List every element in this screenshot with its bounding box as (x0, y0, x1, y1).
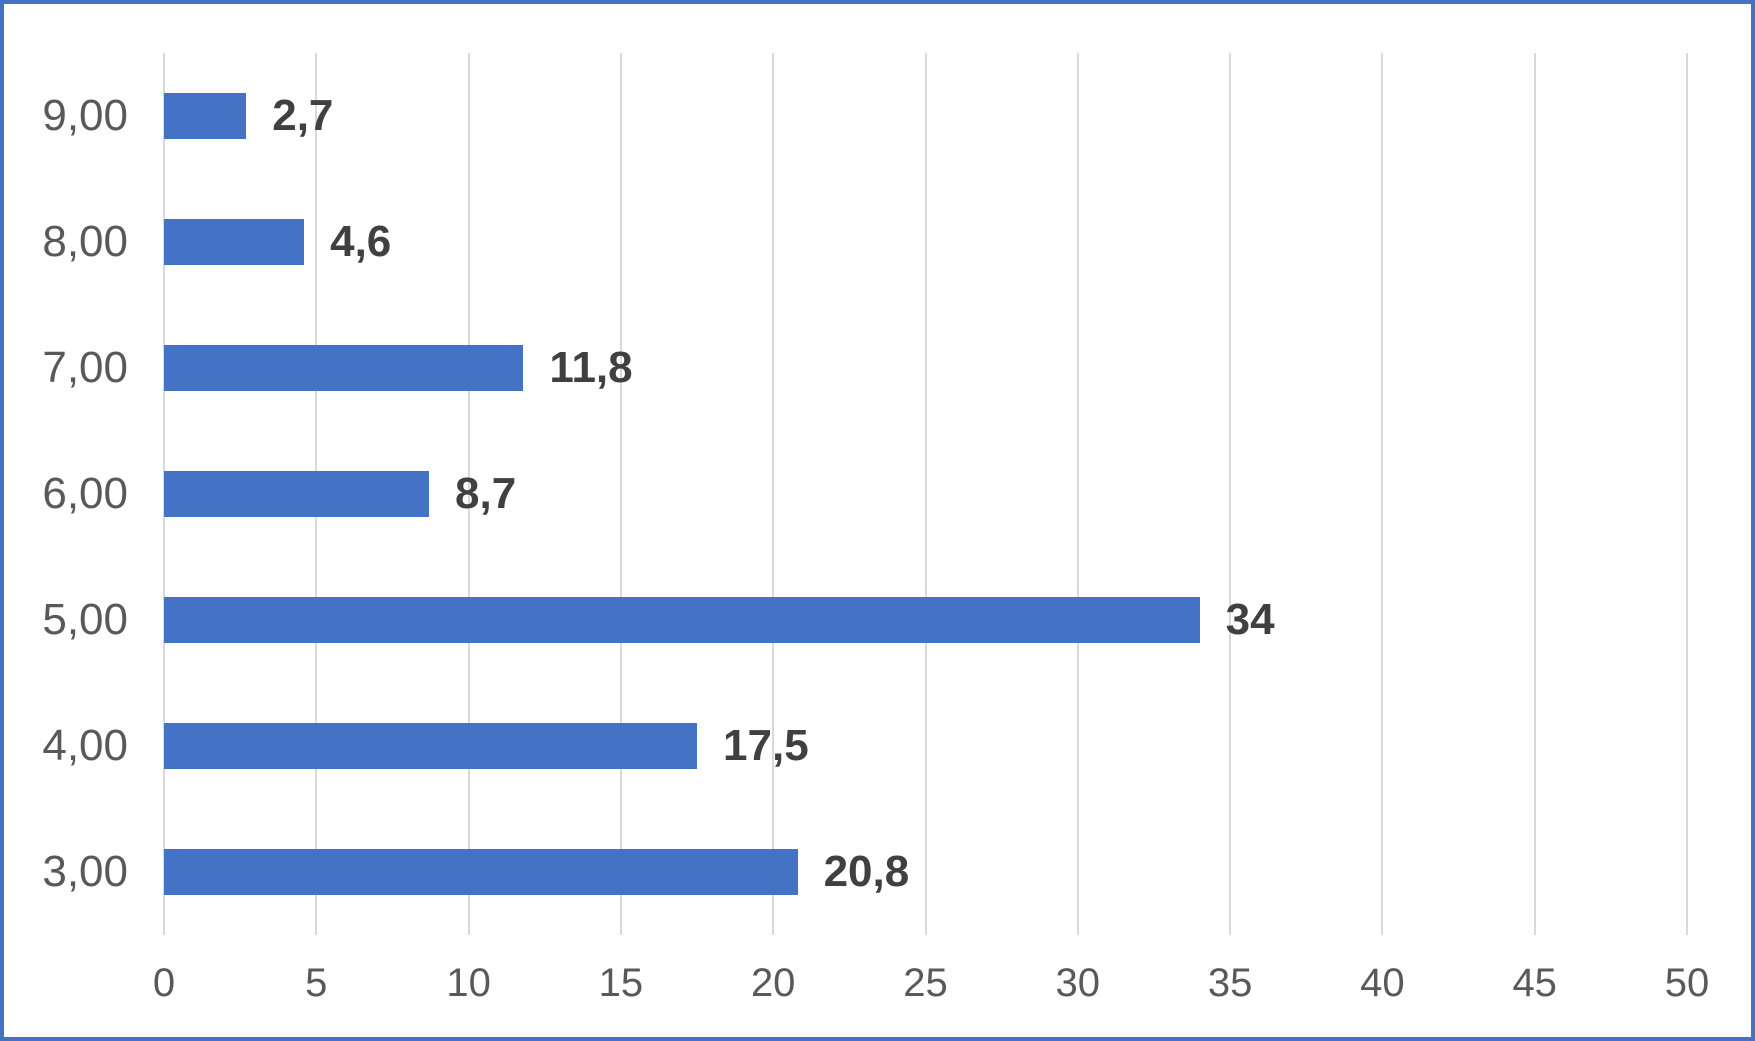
gridline-20 (772, 53, 775, 935)
bar-4,00 (164, 723, 698, 769)
bar-row: 8,7 (164, 431, 1687, 557)
data-label: 17,5 (723, 721, 809, 770)
bar-8,00 (164, 219, 305, 265)
gridline-15 (619, 53, 622, 935)
data-label: 8,7 (455, 469, 517, 518)
category-axis: 9,00 8,00 7,00 6,00 5,00 4,00 3,00 (4, 53, 128, 935)
bar-row: 34 (164, 557, 1687, 683)
x-tick-label: 35 (1207, 961, 1253, 1005)
category-label: 6,00 (42, 469, 128, 518)
x-tick-label: 0 (152, 961, 176, 1005)
category-label: 5,00 (42, 595, 128, 644)
bar-6,00 (164, 471, 429, 517)
data-label: 34 (1225, 595, 1275, 644)
x-tick-label: 30 (1055, 961, 1101, 1005)
bar-row: 17,5 (164, 683, 1687, 809)
bar-row: 20,8 (164, 809, 1687, 935)
gridline-50 (1686, 53, 1688, 935)
x-tick-label: 25 (903, 961, 948, 1005)
bar-rows: 2,7 4,6 11,8 8,7 34 17,5 20,8 (164, 53, 1687, 935)
x-tick-label: 45 (1512, 961, 1557, 1005)
data-label: 11,8 (549, 343, 633, 392)
gridline-25 (924, 53, 927, 935)
x-tick-label: 40 (1360, 961, 1405, 1005)
x-tick-label: 15 (598, 961, 644, 1005)
plot-area: 2,7 4,6 11,8 8,7 34 17,5 20,8 (163, 53, 1688, 935)
data-label: 2,7 (272, 91, 334, 140)
gridline-35 (1229, 53, 1232, 935)
x-tick-label: 50 (1664, 961, 1710, 1005)
category-label: 4,00 (42, 721, 128, 770)
bar-9,00 (164, 93, 247, 139)
x-tick-label: 10 (446, 961, 491, 1005)
value-axis: 0 5 10 15 20 25 30 35 40 45 50 (153, 935, 1709, 1015)
bar-row: 11,8 (164, 305, 1687, 431)
category-label: 9,00 (42, 91, 128, 140)
category-label: 8,00 (42, 217, 128, 266)
category-label: 7,00 (42, 343, 128, 392)
bar-7,00 (164, 345, 524, 391)
gridline-45 (1533, 53, 1536, 935)
category-label: 3,00 (42, 847, 128, 896)
bar-row: 4,6 (164, 179, 1687, 305)
bar-row: 2,7 (164, 53, 1687, 179)
x-tick-label: 5 (305, 961, 328, 1005)
x-tick-label: 20 (750, 961, 796, 1005)
gridline-10 (467, 53, 470, 935)
gridline-30 (1076, 53, 1079, 935)
bar-5,00 (164, 597, 1200, 643)
data-label: 4,6 (330, 217, 392, 266)
data-label: 20,8 (823, 847, 910, 896)
bar-3,00 (164, 849, 798, 895)
gridline-40 (1381, 53, 1384, 935)
